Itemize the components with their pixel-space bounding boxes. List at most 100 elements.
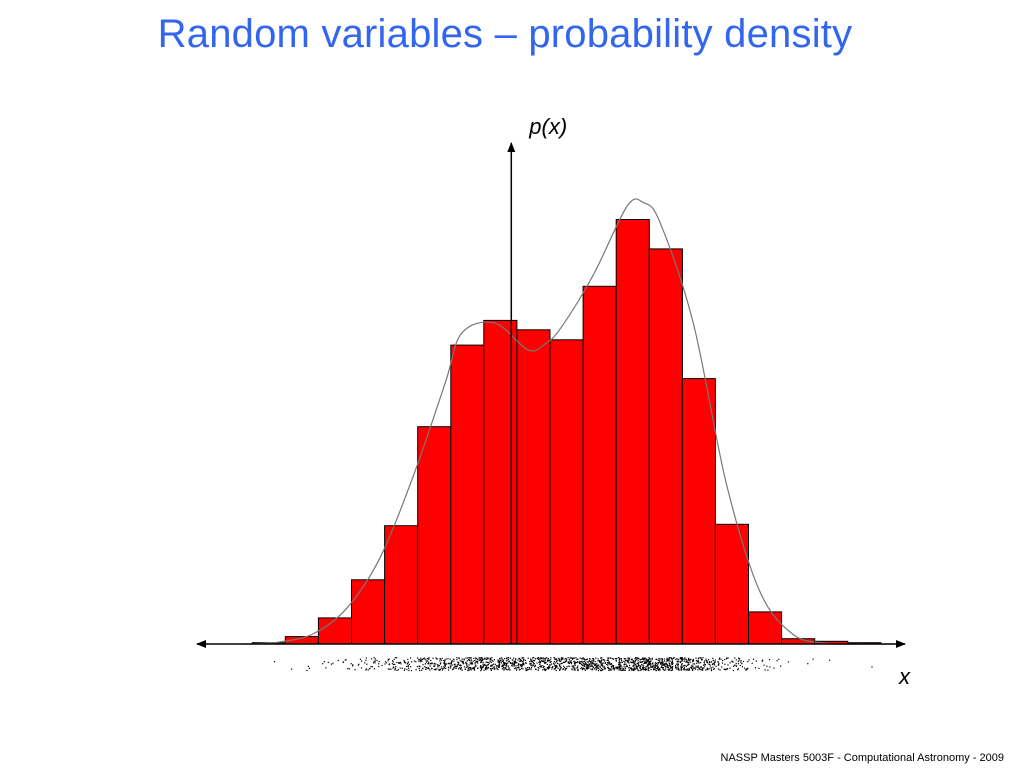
sample-point	[494, 668, 496, 670]
sample-point	[501, 658, 503, 660]
sample-point	[688, 668, 690, 670]
sample-point	[588, 663, 590, 665]
sample-point	[664, 666, 667, 668]
sample-point	[633, 667, 635, 669]
sample-point	[642, 666, 644, 668]
sample-point	[570, 662, 573, 664]
sample-point	[474, 663, 476, 665]
sample-point	[420, 657, 422, 659]
sample-point	[562, 657, 564, 659]
sample-point	[745, 669, 747, 671]
sample-point	[497, 665, 500, 667]
sample-point	[480, 661, 482, 663]
sample-point	[470, 657, 472, 659]
sample-point	[445, 667, 447, 669]
sample-point	[618, 663, 620, 665]
sample-point	[558, 663, 560, 665]
sample-point	[677, 666, 679, 669]
sample-point	[703, 667, 705, 669]
sample-point	[595, 666, 597, 668]
sample-point	[485, 661, 487, 663]
sample-point	[703, 664, 705, 666]
sample-point	[607, 659, 609, 661]
sample-point	[559, 664, 561, 666]
sample-point	[502, 664, 504, 666]
sample-point	[633, 665, 635, 667]
sample-point	[499, 661, 501, 664]
sample-point	[588, 666, 590, 668]
sample-point	[396, 669, 398, 671]
sample-point	[574, 664, 576, 666]
sample-point	[466, 663, 468, 665]
sample-point	[694, 668, 697, 670]
sample-point	[449, 658, 451, 660]
sample-point	[654, 666, 656, 668]
sample-point	[554, 658, 556, 660]
sample-point	[490, 669, 492, 671]
sample-point	[776, 660, 778, 662]
sample-point	[544, 657, 546, 660]
sample-point	[713, 664, 715, 666]
sample-point	[413, 660, 416, 662]
sample-point	[620, 661, 622, 663]
sample-point	[670, 663, 672, 665]
sample-point	[307, 665, 309, 667]
sample-point	[602, 666, 604, 668]
sample-point	[601, 669, 603, 672]
sample-point	[544, 659, 546, 661]
sample-point	[662, 668, 664, 670]
sample-point	[663, 669, 665, 671]
sample-point	[700, 657, 702, 659]
sample-point	[461, 658, 463, 660]
sample-point	[698, 661, 700, 663]
sample-point	[450, 661, 453, 664]
sample-point	[589, 658, 591, 660]
sample-point	[667, 664, 669, 666]
sample-point	[657, 668, 659, 670]
sample-point	[545, 669, 547, 671]
sample-point	[721, 662, 723, 664]
sample-point	[518, 663, 520, 665]
sample-point	[513, 657, 515, 659]
sample-point	[486, 658, 488, 660]
sample-point	[429, 669, 431, 671]
sample-point	[655, 658, 657, 660]
sample-point	[569, 660, 571, 662]
sample-point	[587, 661, 589, 663]
sample-point	[675, 667, 677, 669]
sample-point	[652, 666, 654, 668]
sample-point	[669, 657, 671, 659]
sample-point	[594, 664, 596, 667]
histogram-bar	[714, 523, 750, 645]
sample-point	[592, 660, 594, 662]
sample-point	[657, 662, 659, 664]
sample-point	[440, 659, 443, 661]
sample-point	[642, 664, 644, 666]
sample-point	[624, 661, 626, 663]
sample-point	[642, 665, 645, 667]
sample-point	[601, 668, 603, 670]
sample-point	[627, 657, 629, 659]
sample-point	[630, 667, 632, 669]
sample-point	[591, 658, 593, 660]
sample-point	[457, 663, 459, 666]
sample-point	[440, 662, 442, 664]
sample-point	[513, 663, 515, 665]
sample-point	[456, 666, 458, 668]
sample-point	[579, 663, 581, 665]
sample-point	[273, 661, 276, 663]
sample-point	[452, 668, 454, 670]
sample-point	[737, 669, 739, 671]
sample-point	[451, 659, 453, 662]
sample-point	[593, 663, 595, 665]
sample-point	[462, 660, 464, 662]
sample-point	[439, 658, 441, 660]
sample-point	[555, 666, 557, 668]
sample-point	[561, 658, 564, 660]
sample-point	[509, 662, 512, 664]
sample-point	[484, 658, 486, 660]
sample-point	[664, 663, 666, 665]
sample-point	[600, 662, 602, 664]
sample-point	[742, 660, 745, 663]
sample-point	[755, 660, 757, 662]
